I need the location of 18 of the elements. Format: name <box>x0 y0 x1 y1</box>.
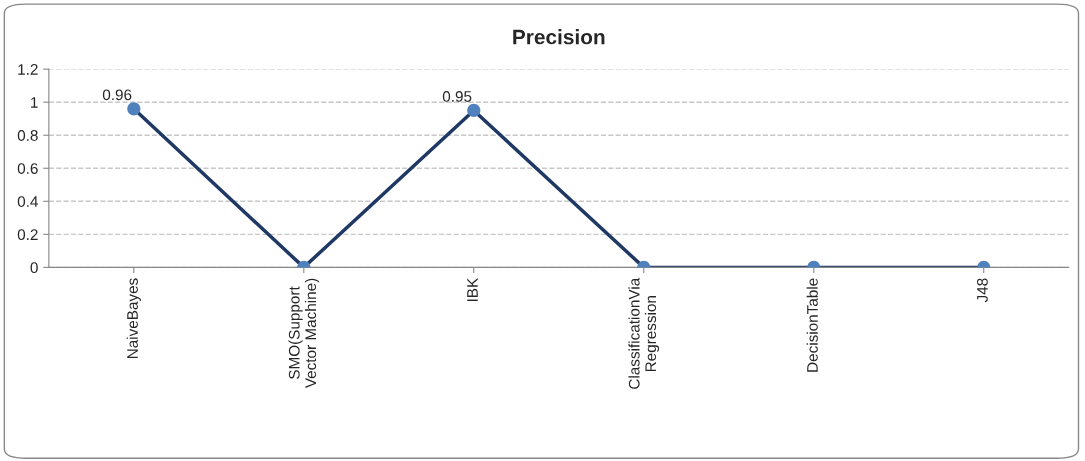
x-tick-label: IBK <box>467 277 478 302</box>
x-tick-label: ClassificationVia Regression <box>628 277 660 389</box>
x-tick-label: SMO(Support Vector Machine) <box>288 278 320 389</box>
y-tick-label: 0.2 <box>17 229 38 241</box>
x-tick-label: DecisionTable <box>806 278 818 372</box>
y-tick-label: 1 <box>31 97 38 108</box>
y-tick-label: 0.6 <box>17 163 38 174</box>
y-tick-label: 1.2 <box>18 64 38 75</box>
x-tick-label: J48 <box>977 278 988 303</box>
y-tick-label: 0.4 <box>17 196 38 207</box>
chart-title: Precision <box>513 29 605 45</box>
data-label: 0.95 <box>442 91 472 102</box>
point <box>127 102 141 116</box>
data-label: 0.96 <box>102 89 132 101</box>
x-tick-label: NaiveBayes <box>126 278 141 359</box>
y-tick-label: 0 <box>30 262 38 274</box>
point <box>467 103 481 118</box>
y-tick-label: 0.8 <box>17 130 38 141</box>
